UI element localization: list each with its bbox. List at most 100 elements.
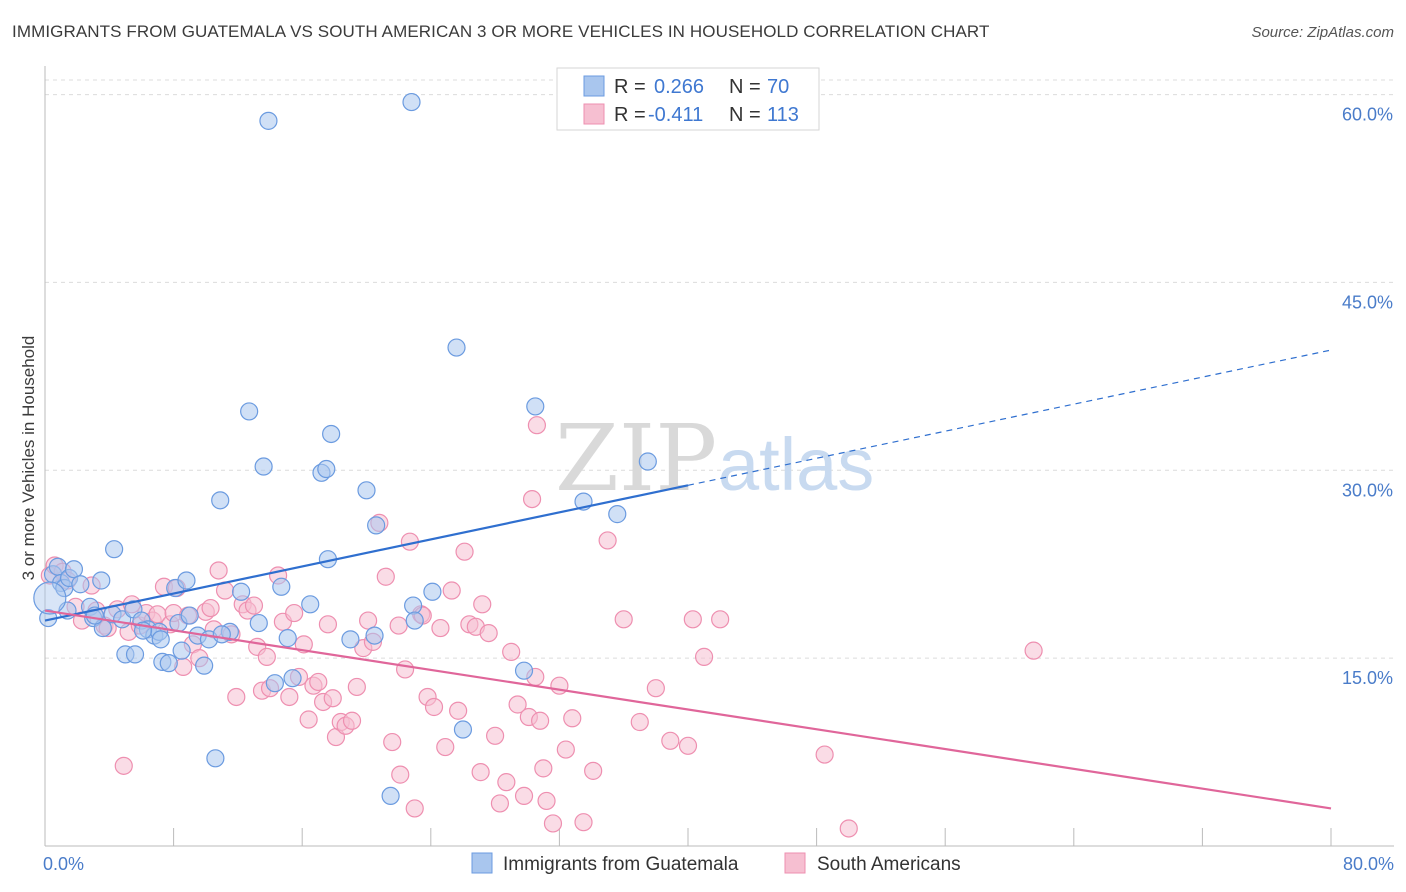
point-guatemala bbox=[322, 424, 341, 444]
point-guatemala bbox=[254, 457, 273, 476]
point-south-american bbox=[543, 814, 563, 833]
y-tick-label: 45.0% bbox=[1342, 292, 1393, 312]
point-south-american bbox=[285, 603, 304, 623]
point-south-american bbox=[395, 660, 415, 679]
point-south-american bbox=[815, 745, 834, 764]
legend-r-value-pink: -0.411 bbox=[648, 104, 703, 126]
point-south-american bbox=[678, 736, 698, 755]
point-south-american bbox=[376, 567, 395, 586]
axes bbox=[44, 66, 1394, 847]
point-guatemala bbox=[212, 625, 231, 644]
point-guatemala bbox=[405, 611, 424, 630]
point-guatemala bbox=[105, 540, 124, 559]
point-guatemala bbox=[71, 575, 90, 594]
point-south-american bbox=[244, 596, 264, 615]
point-south-american bbox=[694, 647, 714, 666]
point-guatemala bbox=[453, 720, 473, 739]
point-south-american bbox=[473, 595, 492, 614]
point-south-american bbox=[442, 581, 461, 600]
point-guatemala bbox=[259, 111, 278, 130]
point-guatemala bbox=[638, 452, 657, 471]
series-south-americans bbox=[40, 416, 1043, 838]
point-guatemala bbox=[64, 560, 84, 579]
point-south-american bbox=[424, 697, 444, 717]
legend-n-value-blue: 70 bbox=[767, 76, 789, 98]
legend-n-value-pink: 113 bbox=[767, 104, 799, 126]
point-guatemala bbox=[301, 595, 320, 614]
point-south-american bbox=[839, 819, 858, 838]
point-guatemala bbox=[180, 606, 199, 625]
point-south-american bbox=[556, 740, 575, 759]
gridlines bbox=[45, 79, 1394, 659]
legend-swatch-pink bbox=[583, 103, 605, 125]
point-south-american bbox=[522, 489, 542, 509]
point-guatemala bbox=[249, 613, 268, 633]
point-south-american bbox=[431, 618, 450, 638]
chart-source: Source: ZipAtlas.com bbox=[1251, 24, 1394, 41]
chart-title: IMMIGRANTS FROM GUATEMALA VS SOUTH AMERI… bbox=[12, 22, 990, 41]
point-guatemala bbox=[232, 582, 251, 601]
watermark: ZIP atlas bbox=[555, 405, 874, 512]
legend-swatch-south-americans bbox=[784, 852, 806, 874]
point-guatemala bbox=[272, 577, 291, 596]
point-guatemala bbox=[514, 661, 534, 680]
point-guatemala bbox=[92, 571, 111, 590]
point-guatemala bbox=[526, 397, 545, 416]
point-south-american bbox=[614, 610, 633, 629]
point-guatemala bbox=[402, 92, 421, 112]
point-south-american bbox=[436, 737, 455, 757]
point-south-american bbox=[309, 672, 328, 692]
point-guatemala bbox=[151, 630, 170, 649]
point-guatemala bbox=[283, 669, 302, 688]
legend-label-south-americans: South Americans bbox=[817, 854, 961, 875]
point-guatemala bbox=[608, 505, 627, 524]
watermark-atlas: atlas bbox=[718, 423, 874, 506]
point-south-american bbox=[508, 695, 527, 714]
point-south-american bbox=[299, 710, 318, 729]
point-guatemala bbox=[172, 641, 191, 660]
point-south-american bbox=[537, 791, 556, 811]
point-south-american bbox=[563, 709, 582, 728]
point-south-american bbox=[502, 642, 521, 661]
y-tick-label: 60.0% bbox=[1342, 105, 1393, 125]
point-south-american bbox=[323, 689, 342, 708]
legend-label-guatemala: Immigrants from Guatemala bbox=[503, 854, 739, 875]
point-south-american bbox=[449, 701, 468, 720]
point-guatemala bbox=[317, 459, 336, 479]
y-tick-label: 15.0% bbox=[1342, 668, 1393, 688]
point-south-american bbox=[257, 647, 276, 666]
point-south-american bbox=[471, 763, 490, 782]
point-south-american bbox=[479, 623, 498, 643]
point-guatemala bbox=[404, 596, 423, 615]
point-guatemala bbox=[195, 656, 214, 675]
point-south-american bbox=[646, 679, 665, 698]
point-south-american bbox=[114, 756, 133, 775]
point-guatemala bbox=[423, 582, 442, 601]
point-south-american bbox=[280, 687, 299, 707]
point-south-american bbox=[342, 711, 362, 730]
point-south-american bbox=[486, 726, 505, 745]
point-south-american bbox=[209, 561, 228, 580]
legend-r-label-blue: R = bbox=[614, 76, 646, 98]
point-south-american bbox=[497, 773, 516, 792]
point-south-american bbox=[574, 813, 593, 832]
point-south-american bbox=[389, 616, 408, 635]
point-guatemala bbox=[240, 402, 259, 421]
point-guatemala-large bbox=[33, 581, 67, 615]
point-south-american bbox=[514, 786, 534, 806]
point-south-american bbox=[405, 799, 424, 818]
point-south-american bbox=[598, 531, 617, 550]
legend-r-value-blue: 0.266 bbox=[654, 76, 704, 98]
point-guatemala bbox=[447, 338, 466, 357]
point-south-american bbox=[383, 732, 402, 752]
point-guatemala bbox=[159, 654, 178, 673]
point-south-american bbox=[683, 610, 702, 629]
trend-lines bbox=[44, 349, 1332, 810]
point-guatemala bbox=[177, 571, 196, 590]
point-south-american bbox=[661, 731, 680, 750]
point-south-american bbox=[347, 677, 366, 697]
point-south-american bbox=[227, 687, 246, 707]
point-south-american bbox=[630, 712, 649, 732]
point-guatemala bbox=[206, 749, 225, 768]
